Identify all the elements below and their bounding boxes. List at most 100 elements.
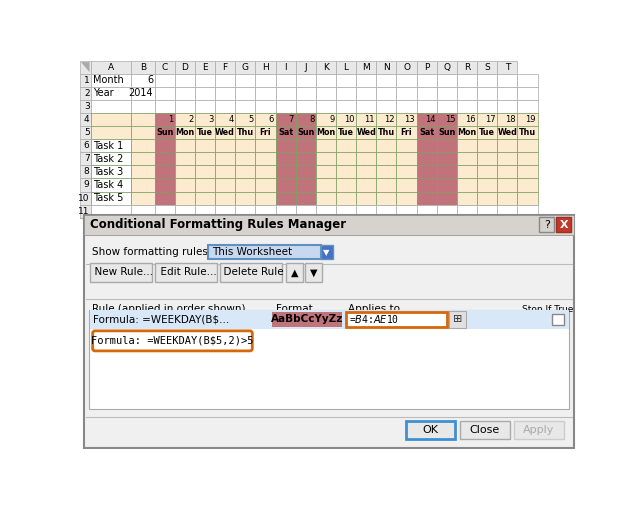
Text: 11: 11 <box>364 115 375 124</box>
Bar <box>336 205 356 218</box>
Bar <box>376 139 397 152</box>
Bar <box>517 205 537 218</box>
FancyBboxPatch shape <box>92 331 252 351</box>
Bar <box>336 113 356 126</box>
Text: Task 4: Task 4 <box>92 180 123 190</box>
FancyBboxPatch shape <box>460 421 510 439</box>
Bar <box>497 100 517 113</box>
Text: Sat: Sat <box>278 128 293 137</box>
Bar <box>215 100 235 113</box>
Bar <box>215 152 235 165</box>
Bar <box>437 152 457 165</box>
Bar <box>84 215 574 235</box>
Text: 2014: 2014 <box>128 88 153 98</box>
Bar <box>195 61 215 74</box>
Bar <box>85 216 575 449</box>
Bar <box>376 205 397 218</box>
Text: 9: 9 <box>329 115 334 124</box>
Text: OK: OK <box>422 425 438 435</box>
Bar <box>477 178 497 191</box>
Bar <box>256 126 275 139</box>
Text: Sun: Sun <box>438 128 456 137</box>
Text: X: X <box>560 220 568 230</box>
Text: Mon: Mon <box>457 128 476 137</box>
Bar <box>316 191 336 205</box>
Bar <box>296 178 316 191</box>
Bar <box>195 191 215 205</box>
Bar <box>175 152 195 165</box>
Polygon shape <box>81 62 89 72</box>
Bar <box>477 126 497 139</box>
Bar <box>316 152 336 165</box>
Bar <box>235 113 256 126</box>
Bar <box>175 165 195 178</box>
Text: 13: 13 <box>404 115 415 124</box>
Text: 10: 10 <box>344 115 354 124</box>
Bar <box>132 139 155 152</box>
Bar <box>155 113 175 126</box>
Text: Tue: Tue <box>197 128 213 137</box>
Bar <box>296 152 316 165</box>
Bar <box>132 205 155 218</box>
Bar <box>316 178 336 191</box>
Bar <box>215 139 235 152</box>
Bar <box>397 126 417 139</box>
Text: Thu: Thu <box>377 128 395 137</box>
Bar <box>215 113 235 126</box>
Bar <box>195 165 215 178</box>
Text: Wed: Wed <box>498 128 517 137</box>
Bar <box>195 205 215 218</box>
Bar <box>497 178 517 191</box>
Bar <box>256 113 275 126</box>
Bar <box>316 126 336 139</box>
Bar <box>175 100 195 113</box>
Bar <box>296 61 316 74</box>
Bar <box>517 74 537 87</box>
Bar <box>256 87 275 100</box>
Bar <box>320 245 333 259</box>
Text: Tue: Tue <box>479 128 495 137</box>
Bar <box>376 61 397 74</box>
Text: 19: 19 <box>525 115 536 124</box>
Text: 6: 6 <box>147 75 153 85</box>
Bar <box>155 165 175 178</box>
Bar <box>296 205 316 218</box>
Bar <box>477 74 497 87</box>
Text: 8: 8 <box>309 115 315 124</box>
Bar <box>477 165 497 178</box>
Bar <box>477 100 497 113</box>
Text: ?: ? <box>544 220 550 230</box>
Text: L: L <box>343 63 349 72</box>
Bar <box>132 113 155 126</box>
Bar <box>89 310 569 410</box>
Bar <box>256 205 275 218</box>
Bar <box>155 61 175 74</box>
Text: G: G <box>242 63 249 72</box>
Bar <box>132 165 155 178</box>
Text: Sat: Sat <box>419 128 434 137</box>
Bar <box>417 113 437 126</box>
Bar <box>296 113 316 126</box>
Text: Rule (applied in order shown): Rule (applied in order shown) <box>92 305 245 314</box>
FancyBboxPatch shape <box>539 217 554 232</box>
Bar <box>316 139 336 152</box>
Bar <box>497 126 517 139</box>
Bar <box>80 152 91 165</box>
Bar <box>275 139 296 152</box>
Text: This Worksheet: This Worksheet <box>212 247 292 258</box>
Text: Q: Q <box>444 63 450 72</box>
Text: Year: Year <box>92 88 113 98</box>
Bar <box>417 61 437 74</box>
Bar <box>235 100 256 113</box>
Text: 15: 15 <box>445 115 455 124</box>
Bar <box>457 191 477 205</box>
Bar <box>155 205 175 218</box>
Bar <box>336 126 356 139</box>
Text: E: E <box>202 63 208 72</box>
Bar <box>356 165 376 178</box>
Bar <box>497 87 517 100</box>
Text: 4: 4 <box>229 115 234 124</box>
Bar <box>91 205 132 218</box>
Bar <box>417 74 437 87</box>
FancyBboxPatch shape <box>449 311 466 328</box>
